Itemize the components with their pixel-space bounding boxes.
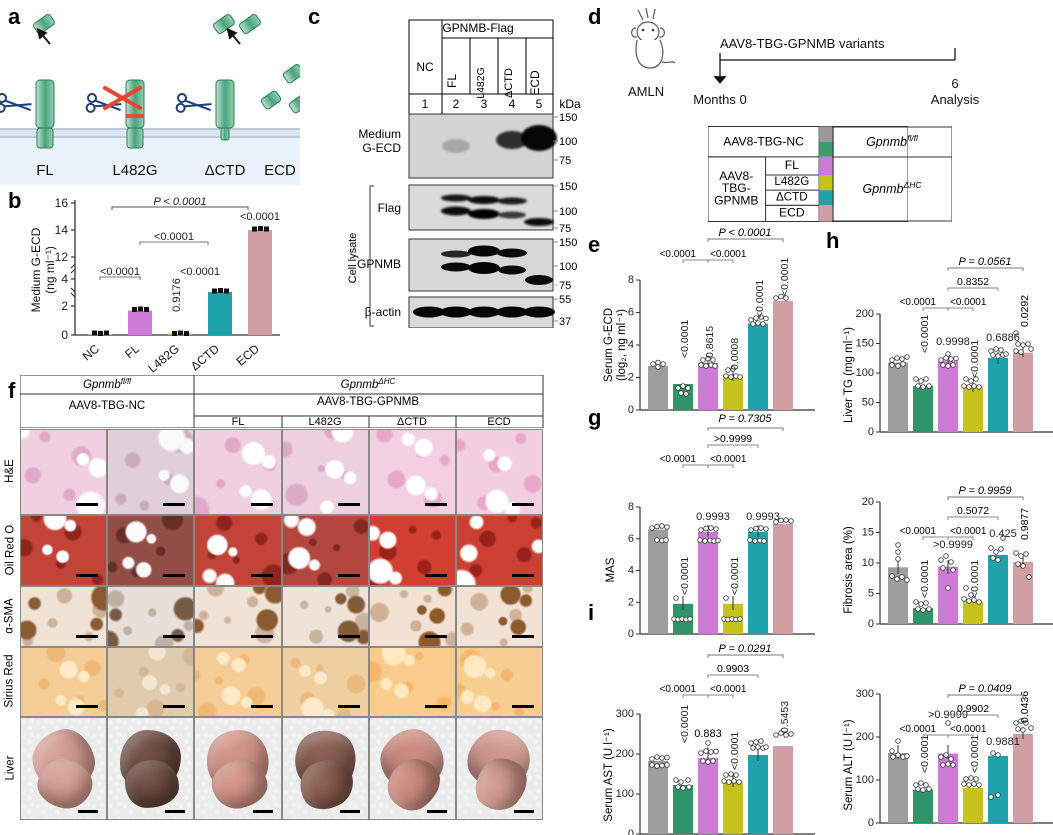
svg-text:300: 300 (856, 688, 874, 700)
svg-text:0.6886: 0.6886 (986, 332, 1020, 344)
svg-text:P = 0.9959: P = 0.9959 (958, 485, 1011, 497)
svg-text:0.8352: 0.8352 (957, 276, 989, 288)
svg-text:<0.0001: <0.0001 (729, 732, 741, 770)
svg-text:<0.0001: <0.0001 (969, 560, 981, 598)
svg-text:<0.0001: <0.0001 (710, 684, 747, 695)
svg-text:Liver TG (mg ml⁻¹): Liver TG (mg ml⁻¹) (843, 327, 855, 423)
svg-text:6: 6 (628, 533, 634, 545)
svg-text:8: 8 (628, 501, 634, 513)
svg-text:MAS: MAS (605, 557, 617, 582)
svg-text:0.0292: 0.0292 (1019, 295, 1031, 327)
svg-text:100: 100 (856, 774, 874, 786)
svg-text:200: 200 (616, 748, 634, 760)
svg-text:0.9998: 0.9998 (936, 336, 970, 348)
svg-text:<0.0001: <0.0001 (900, 297, 937, 308)
svg-text:0.425: 0.425 (989, 528, 1017, 540)
svg-text:<0.0001: <0.0001 (710, 454, 747, 465)
svg-text:P = 0.0561: P = 0.0561 (958, 256, 1011, 268)
svg-text:0: 0 (628, 828, 634, 835)
svg-text:50: 50 (862, 397, 874, 409)
svg-text:<0.0001: <0.0001 (729, 557, 741, 595)
svg-text:P = 0.7305: P = 0.7305 (718, 413, 772, 425)
svg-text:P = 0.0409: P = 0.0409 (958, 683, 1011, 695)
svg-text:0.9993: 0.9993 (746, 511, 780, 523)
svg-text:0.5453: 0.5453 (779, 701, 791, 733)
svg-text:150: 150 (856, 338, 874, 350)
svg-text:>0.9999: >0.9999 (714, 433, 752, 445)
svg-text:0: 0 (868, 426, 874, 438)
svg-text:<0.0001: <0.0001 (660, 684, 697, 695)
svg-text:Serum ALT (U l⁻¹): Serum ALT (U l⁻¹) (843, 719, 855, 810)
svg-text:<0.0001: <0.0001 (900, 526, 937, 537)
svg-text:100: 100 (616, 788, 634, 800)
svg-text:0.9902: 0.9902 (957, 703, 989, 715)
svg-text:0: 0 (868, 618, 874, 630)
svg-text:<0.0001: <0.0001 (919, 735, 931, 773)
svg-text:0.5072: 0.5072 (957, 505, 989, 517)
svg-text:<0.0001: <0.0001 (950, 526, 987, 537)
svg-text:<0.0001: <0.0001 (919, 560, 931, 598)
svg-text:Serum AST (U l⁻¹): Serum AST (U l⁻¹) (603, 728, 615, 822)
svg-text:<0.0001: <0.0001 (969, 340, 981, 378)
svg-text:0: 0 (868, 817, 874, 829)
svg-text:100: 100 (856, 367, 874, 379)
svg-text:20: 20 (862, 496, 874, 508)
svg-text:<0.0001: <0.0001 (679, 557, 691, 595)
svg-text:0.9881: 0.9881 (986, 736, 1020, 748)
svg-text:P = 0.0291: P = 0.0291 (718, 643, 771, 655)
svg-text:0.9993: 0.9993 (696, 511, 730, 523)
svg-text:15: 15 (862, 527, 874, 539)
svg-text:10: 10 (862, 557, 874, 569)
svg-text:<0.0001: <0.0001 (919, 315, 931, 353)
svg-text:0.9903: 0.9903 (717, 663, 749, 675)
svg-text:4: 4 (628, 565, 634, 577)
svg-text:0.0436: 0.0436 (1019, 691, 1031, 723)
svg-text:<0.0001: <0.0001 (950, 724, 987, 735)
svg-text:<0.0001: <0.0001 (679, 705, 691, 743)
svg-text:300: 300 (616, 708, 634, 720)
svg-text:<0.0001: <0.0001 (660, 454, 697, 465)
svg-text:Fibrosis area (%): Fibrosis area (%) (843, 526, 855, 614)
svg-text:<0.0001: <0.0001 (969, 735, 981, 773)
svg-text:<0.0001: <0.0001 (900, 724, 937, 735)
svg-text:200: 200 (856, 731, 874, 743)
svg-text:5: 5 (868, 588, 874, 600)
svg-text:>0.9999: >0.9999 (933, 539, 973, 551)
svg-text:0.883: 0.883 (694, 728, 722, 740)
svg-text:200: 200 (856, 308, 874, 320)
svg-text:<0.0001: <0.0001 (950, 297, 987, 308)
svg-text:0.9877: 0.9877 (1019, 508, 1031, 540)
